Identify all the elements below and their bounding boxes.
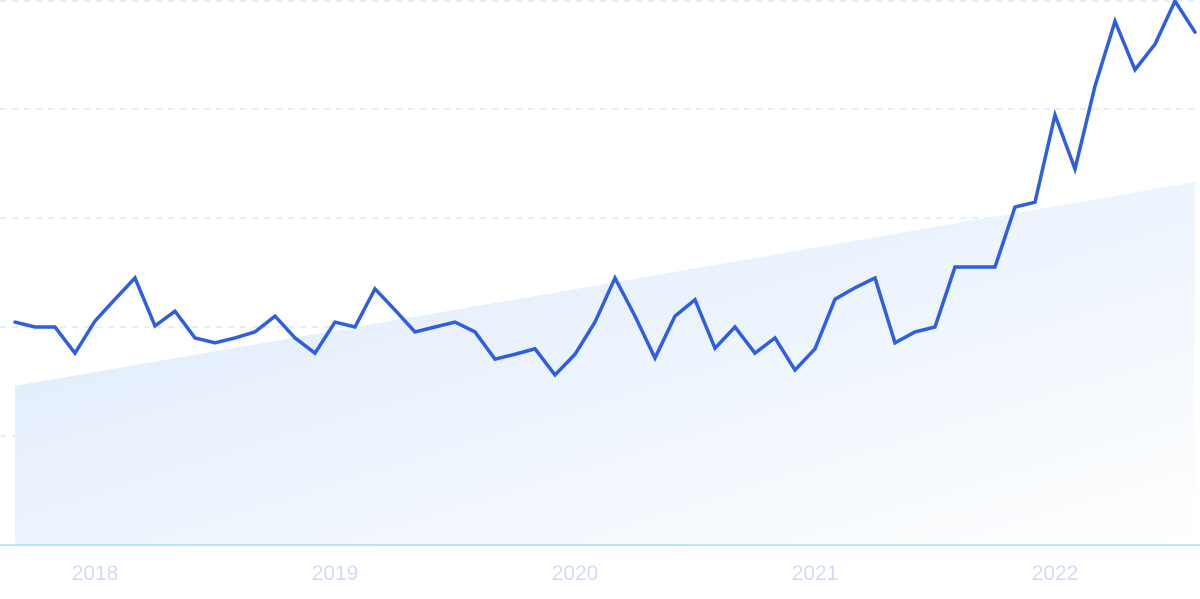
x-axis-ticks: 2018 2019 2020 2021 2022: [72, 562, 1079, 585]
data-points: [14, 0, 1196, 376]
x-tick-label: 2020: [552, 562, 599, 585]
x-tick-label: 2019: [312, 562, 359, 585]
trend-area: [15, 182, 1195, 545]
x-tick-label: 2018: [72, 562, 119, 585]
series-line: [13, 0, 1197, 378]
x-tick-label: 2022: [1032, 562, 1079, 585]
x-tick-label: 2021: [792, 562, 839, 585]
